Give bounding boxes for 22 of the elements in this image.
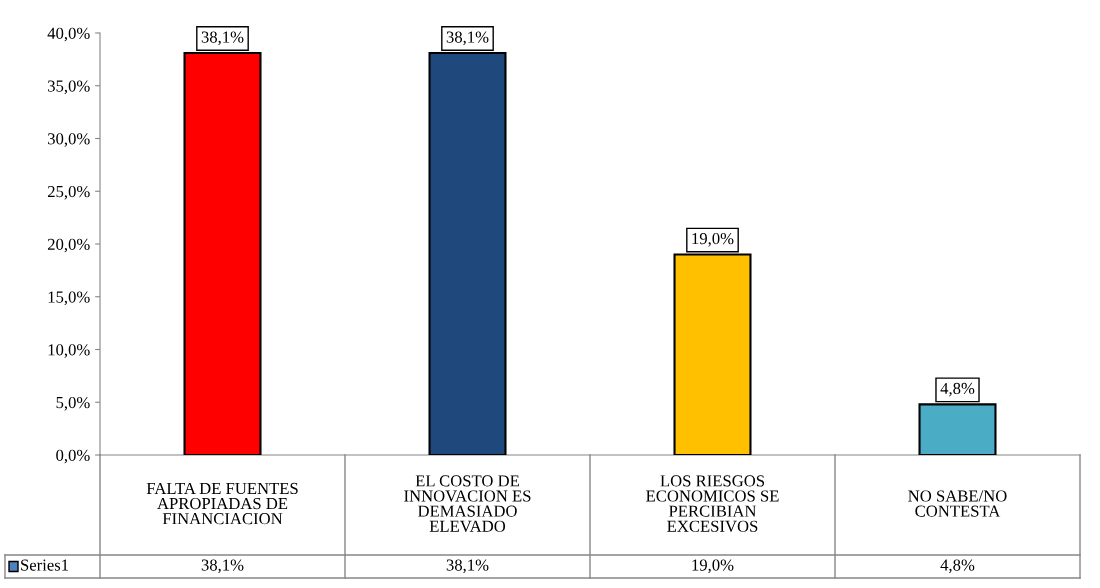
- y-tick-label: 40,0%: [47, 27, 90, 42]
- y-tick-label: 0,0%: [56, 449, 90, 464]
- x-tick-label: FALTA DE FUENTES APROPIADAS DE FINANCIACION: [146, 482, 298, 525]
- text: 38,1%: [201, 31, 244, 46]
- x-tick-label: EL COSTO DE INNOVACION ES DEMASIADO ELEVADO: [404, 475, 531, 532]
- data-label: 4,8%: [940, 559, 975, 574]
- y-tick-label: 15,0%: [48, 291, 90, 306]
- y-tick-label: 35,0%: [48, 80, 90, 95]
- y-tick-label: 30,0%: [48, 133, 90, 147]
- y-tick-label: 25,0%: [47, 185, 90, 200]
- x-tick-label: NO SABE/NO CONTESTA: [908, 490, 1007, 517]
- y-tick-label: 20,0%: [47, 238, 90, 253]
- y-tick-label: 10,0%: [48, 344, 90, 358]
- x-tick-label: LOS RIESGOS ECONOMICOS SE PERCIBIAN EXCESIVOS: [646, 475, 779, 532]
- text: Series1: [21, 559, 69, 571]
- data-label: 38,1%: [201, 559, 244, 574]
- text: 4,8%: [940, 382, 975, 397]
- text: 19,0%: [692, 232, 734, 247]
- y-tick-label: 5,0%: [56, 396, 90, 411]
- data-label: 38,1%: [446, 559, 489, 574]
- data-label: 19,0%: [692, 559, 734, 574]
- text: 38,1%: [446, 31, 489, 46]
